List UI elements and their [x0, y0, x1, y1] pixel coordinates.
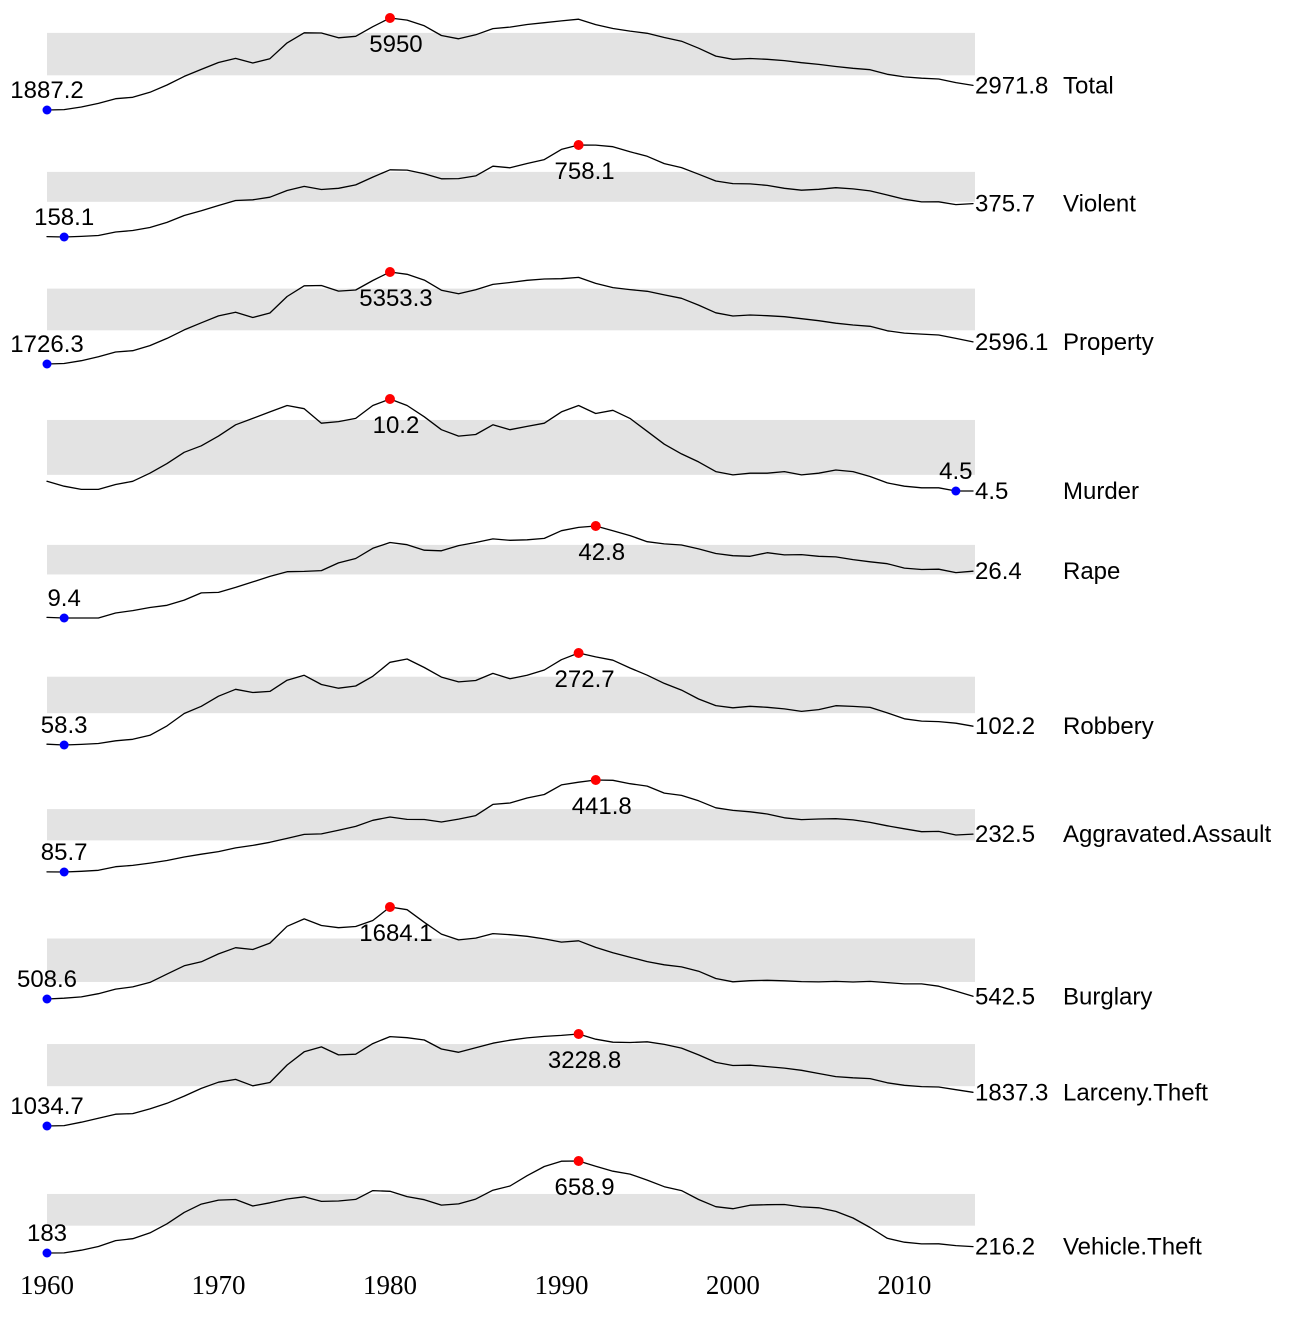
min-value-label: 4.5	[939, 458, 972, 485]
x-axis-tick-label: 1970	[191, 1270, 245, 1300]
min-dot	[951, 486, 961, 496]
min-dot	[59, 740, 69, 750]
series-name-label: Murder	[1063, 478, 1139, 505]
sparkline-row-larceny-theft: 1034.7 3228.8 1837.3 Larceny.Theft	[10, 1029, 1208, 1131]
min-value-label: 85.7	[41, 839, 88, 866]
max-dot	[590, 521, 601, 531]
max-dot	[384, 394, 395, 404]
max-dot	[573, 1156, 584, 1166]
x-axis-tick-label: 1990	[534, 1270, 588, 1300]
series-name-label: Robbery	[1063, 713, 1154, 740]
min-dot	[59, 613, 69, 623]
peak-value-label: 42.8	[578, 539, 625, 566]
end-value-label: 2596.1	[975, 329, 1048, 356]
iqr-band	[47, 1193, 975, 1226]
series-name-label: Property	[1063, 329, 1154, 356]
peak-value-label: 5950	[369, 31, 422, 58]
iqr-band	[47, 544, 975, 575]
end-value-label: 102.2	[975, 713, 1035, 740]
iqr-band	[47, 938, 975, 982]
trend-line	[46, 652, 974, 746]
sparkline-row-total: 1887.2 5950 2971.8 Total	[10, 13, 1114, 115]
sparkline-row-robbery: 58.3 272.7 102.2 Robbery	[41, 648, 1154, 750]
series-name-label: Larceny.Theft	[1063, 1079, 1208, 1106]
min-value-label: 183	[27, 1220, 67, 1247]
iqr-band	[47, 288, 975, 331]
sparkline-row-vehicle-theft: 183 658.9 216.2 Vehicle.Theft	[27, 1156, 1202, 1261]
series-name-label: Vehicle.Theft	[1063, 1234, 1202, 1261]
sparkline-row-rape: 9.4 42.8 26.4 Rape	[46, 521, 1120, 623]
max-dot	[573, 648, 584, 658]
min-dot	[42, 1121, 52, 1131]
min-value-label: 508.6	[17, 966, 77, 993]
iqr-band	[47, 32, 975, 76]
min-value-label: 158.1	[34, 204, 94, 231]
trend-line	[46, 779, 974, 873]
peak-value-label: 441.8	[572, 793, 632, 820]
end-value-label: 2971.8	[975, 72, 1048, 99]
sparkline-row-violent: 158.1 758.1 375.7 Violent	[34, 140, 1136, 242]
trend-line	[46, 906, 974, 1000]
peak-value-label: 10.2	[373, 412, 420, 439]
peak-value-label: 272.7	[555, 666, 615, 693]
x-axis-tick-label: 2000	[706, 1270, 760, 1300]
min-dot	[42, 994, 52, 1004]
end-value-label: 4.5	[975, 478, 1008, 505]
end-value-label: 375.7	[975, 191, 1035, 218]
max-dot	[573, 140, 584, 150]
series-name-label: Rape	[1063, 558, 1120, 585]
min-value-label: 1034.7	[10, 1093, 83, 1120]
end-value-label: 216.2	[975, 1234, 1035, 1261]
min-value-label: 1887.2	[10, 77, 83, 104]
x-axis-tick-label: 1980	[363, 1270, 417, 1300]
sparkline-row-property: 1726.3 5353.3 2596.1 Property	[10, 267, 1154, 369]
max-dot	[384, 267, 395, 277]
min-dot	[59, 867, 69, 877]
trend-line	[46, 525, 974, 619]
end-value-label: 1837.3	[975, 1079, 1048, 1106]
end-value-label: 542.5	[975, 983, 1035, 1010]
min-value-label: 1726.3	[10, 331, 83, 358]
end-value-label: 26.4	[975, 558, 1022, 585]
iqr-band	[47, 676, 975, 714]
min-dot	[42, 359, 52, 369]
sparkline-row-murder: 4.5 10.2 4.5 Murder	[46, 394, 1139, 505]
series-name-label: Violent	[1063, 191, 1136, 218]
x-axis-tick-label: 1960	[20, 1270, 74, 1300]
trend-line	[46, 17, 974, 111]
peak-value-label: 5353.3	[359, 285, 432, 312]
trend-line	[46, 1160, 974, 1254]
iqr-band	[47, 809, 975, 841]
min-dot	[59, 232, 69, 242]
sparkline-row-aggravated-assault: 85.7 441.8 232.5 Aggravated.Assault	[41, 775, 1271, 877]
peak-value-label: 1684.1	[359, 920, 432, 947]
min-dot	[42, 105, 52, 115]
max-dot	[384, 13, 395, 23]
series-name-label: Total	[1063, 72, 1114, 99]
peak-value-label: 658.9	[555, 1174, 615, 1201]
iqr-band	[47, 419, 975, 475]
series-name-label: Aggravated.Assault	[1063, 821, 1271, 848]
series-name-label: Burglary	[1063, 983, 1152, 1010]
sparkline-row-burglary: 508.6 1684.1 542.5 Burglary	[17, 902, 1152, 1010]
min-value-label: 58.3	[41, 712, 88, 739]
trend-line	[46, 1033, 974, 1127]
iqr-band	[47, 1044, 975, 1087]
trend-line	[46, 398, 974, 492]
max-dot	[590, 775, 601, 785]
peak-value-label: 758.1	[555, 158, 615, 185]
end-value-label: 232.5	[975, 821, 1035, 848]
trend-line	[46, 144, 974, 238]
trend-line	[46, 271, 974, 365]
iqr-band	[47, 171, 975, 202]
max-dot	[573, 1029, 584, 1039]
peak-value-label: 3228.8	[548, 1047, 621, 1074]
min-value-label: 9.4	[47, 585, 80, 612]
x-axis-tick-label: 2010	[877, 1270, 931, 1300]
min-dot	[42, 1248, 52, 1258]
max-dot	[384, 902, 395, 912]
